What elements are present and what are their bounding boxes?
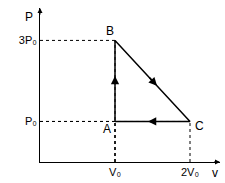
svg-text:v: v [212, 166, 218, 180]
svg-text:V₀: V₀ [109, 166, 121, 178]
svg-text:P: P [25, 10, 33, 24]
svg-text:A: A [103, 122, 111, 136]
svg-text:P₀: P₀ [25, 115, 37, 127]
svg-text:B: B [106, 24, 114, 38]
svg-text:3P₀: 3P₀ [19, 34, 37, 46]
svg-text:2V₀: 2V₀ [181, 166, 199, 178]
svg-text:C: C [195, 119, 204, 133]
